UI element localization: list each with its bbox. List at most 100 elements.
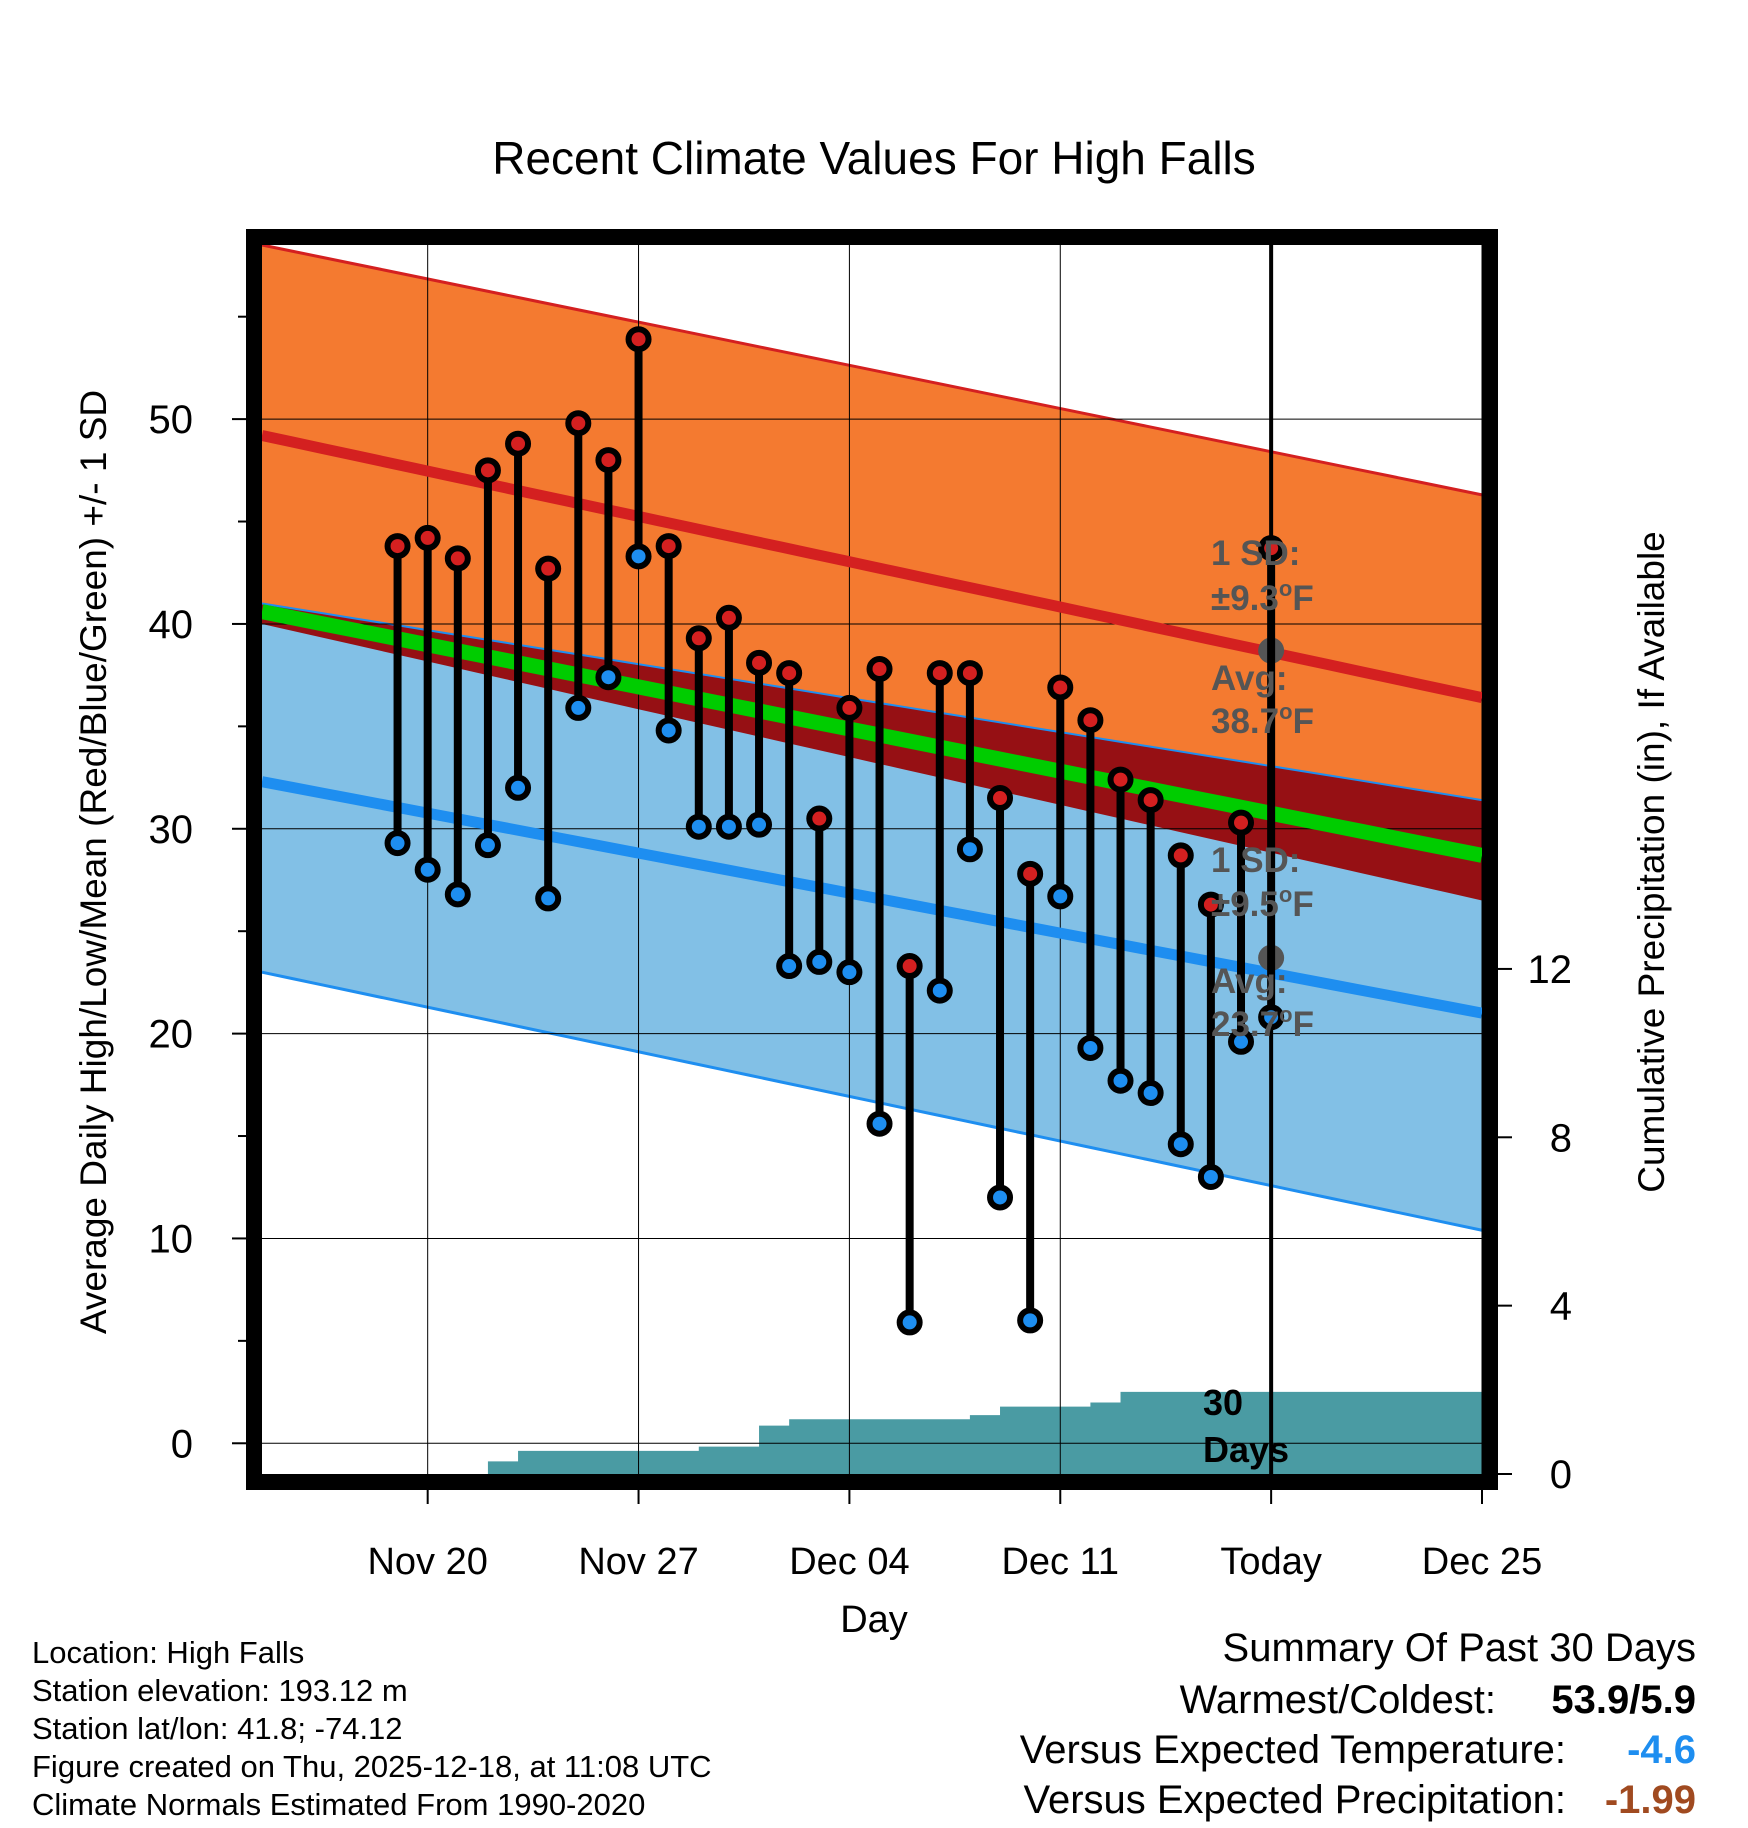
- daily-high-point: [384, 533, 411, 560]
- daily-high-point: [956, 660, 983, 687]
- normals-text: Climate Normals Estimated From 1990-2020: [32, 1787, 646, 1822]
- daily-low-point: [836, 959, 863, 986]
- y-right-tick-label: 12: [1528, 948, 1573, 992]
- mean-line: [260, 604, 1484, 863]
- daily-low-point: [926, 977, 953, 1004]
- temp-value: -4.6: [1627, 1728, 1696, 1772]
- daily-low-point: [414, 856, 441, 883]
- daily-high-point: [565, 410, 592, 437]
- low-sd-value: ±9.5oF: [1211, 882, 1314, 924]
- y-axis-label: Average Daily High/Low/Mean (Red/Blue/Gr…: [73, 390, 114, 1334]
- daily-values: [384, 326, 1285, 1336]
- y-tick-label: 20: [149, 1013, 194, 1057]
- daily-low-point: [1167, 1131, 1194, 1158]
- daily-low-point: [866, 1110, 893, 1137]
- y-right-tick-label: 8: [1550, 1116, 1572, 1160]
- high-sd-band: [262, 245, 1482, 901]
- low-avg-value: 23.7oF: [1211, 1002, 1314, 1044]
- precip-label: Versus Expected Precipitation:: [1023, 1778, 1566, 1822]
- temp-label: Versus Expected Temperature:: [1019, 1728, 1566, 1772]
- daily-high-point: [1258, 535, 1285, 562]
- annotations: 1 SD: ±9.3oF Avg: 38.7oF 1 SD: ±9.5oF Av…: [1211, 534, 1314, 1044]
- created-text: Figure created on Thu, 2025-12-18, at 11…: [32, 1749, 712, 1784]
- daily-low-point: [1077, 1034, 1104, 1061]
- daily-high-point: [746, 649, 773, 676]
- daily-low-point: [1107, 1067, 1134, 1094]
- daily-low-point: [505, 774, 532, 801]
- daily-low-point: [715, 813, 742, 840]
- daily-high-point: [535, 555, 562, 582]
- low-sd-label: 1 SD:: [1211, 841, 1300, 880]
- daily-low-point: [685, 813, 712, 840]
- daily-high-point: [806, 805, 833, 832]
- daily-low-point: [595, 664, 622, 691]
- high-avg-label: Avg:: [1211, 659, 1287, 698]
- daily-high-point: [474, 457, 501, 484]
- location-text: Location: High Falls: [32, 1635, 305, 1670]
- daily-high-point: [1077, 707, 1104, 734]
- elevation-text: Station elevation: 193.12 m: [32, 1673, 408, 1708]
- daily-low-point: [384, 830, 411, 857]
- daily-high-point: [1107, 766, 1134, 793]
- low-sd-lower-line: [261, 970, 1483, 1232]
- x-tick-label: Today: [1220, 1541, 1321, 1583]
- daily-low-point: [1197, 1163, 1224, 1190]
- x-tick-label: Dec 11: [1001, 1541, 1119, 1583]
- plot-frame: [246, 229, 1498, 1490]
- days-word: Days: [1203, 1429, 1289, 1470]
- days-count: 30: [1203, 1382, 1243, 1423]
- daily-high-point: [1047, 674, 1074, 701]
- axes: 0 10 20 30 40 50 0 4 8 12 Nov 20 Nov 27 Dec 04 Dec 11…: [149, 315, 1573, 1583]
- daily-low-point: [1137, 1080, 1164, 1107]
- daily-high-point: [987, 785, 1014, 812]
- precip-value: -1.99: [1604, 1778, 1696, 1822]
- y-tick-label: 10: [149, 1217, 194, 1261]
- daily-low-point: [987, 1184, 1014, 1211]
- x-tick-label: Dec 25: [1422, 1541, 1542, 1583]
- daily-low-point: [1228, 1028, 1255, 1055]
- daily-high-point: [1197, 891, 1224, 918]
- high-sd-label: 1 SD:: [1211, 534, 1300, 573]
- x-tick-label: Nov 20: [367, 1541, 487, 1583]
- y-right-tick-label: 0: [1550, 1453, 1572, 1497]
- daily-high-point: [505, 430, 532, 457]
- daily-high-point: [685, 625, 712, 652]
- daily-high-point: [836, 694, 863, 721]
- daily-high-point: [715, 604, 742, 631]
- y-axis-label-right: Cumulative Precipitation (in), If Availa…: [1631, 531, 1672, 1193]
- station-info: Location: High Falls Station elevation: …: [32, 1634, 712, 1824]
- y-tick-label: 0: [171, 1422, 193, 1466]
- high-sd-upper-line: [261, 243, 1483, 497]
- daily-high-point: [1137, 787, 1164, 814]
- daily-high-point: [1167, 842, 1194, 869]
- x-tick-label: Nov 27: [578, 1541, 698, 1583]
- daily-low-point: [1047, 883, 1074, 910]
- daily-low-point: [806, 948, 833, 975]
- daily-high-point: [776, 660, 803, 687]
- daily-low-point: [1017, 1307, 1044, 1334]
- low-sd-upper-line: [261, 602, 1483, 802]
- chart-title: Recent Climate Values For High Falls: [492, 132, 1256, 184]
- y-right-tick-label: 4: [1550, 1285, 1572, 1329]
- daily-low-point: [625, 543, 652, 570]
- daily-high-point: [1017, 860, 1044, 887]
- daily-low-point: [956, 836, 983, 863]
- y-tick-label: 40: [149, 603, 194, 647]
- high-sd-value: ±9.3oF: [1211, 576, 1314, 618]
- precipitation-area: [262, 1391, 1482, 1474]
- daily-high-point: [625, 326, 652, 353]
- daily-low-point: [746, 811, 773, 838]
- daily-high-point: [866, 656, 893, 683]
- x-tick-label: Dec 04: [789, 1541, 909, 1583]
- plot-border: [246, 229, 1498, 1490]
- daily-high-point: [1228, 809, 1255, 836]
- daily-low-point: [655, 717, 682, 744]
- daily-low-point: [896, 1309, 923, 1336]
- summary-title: Summary Of Past 30 Days: [1222, 1626, 1696, 1670]
- daily-low-point: [535, 885, 562, 912]
- daily-high-point: [444, 545, 471, 572]
- low-avg-label: Avg:: [1211, 962, 1287, 1001]
- daily-high-point: [896, 953, 923, 980]
- low-avg-line: [260, 776, 1484, 1019]
